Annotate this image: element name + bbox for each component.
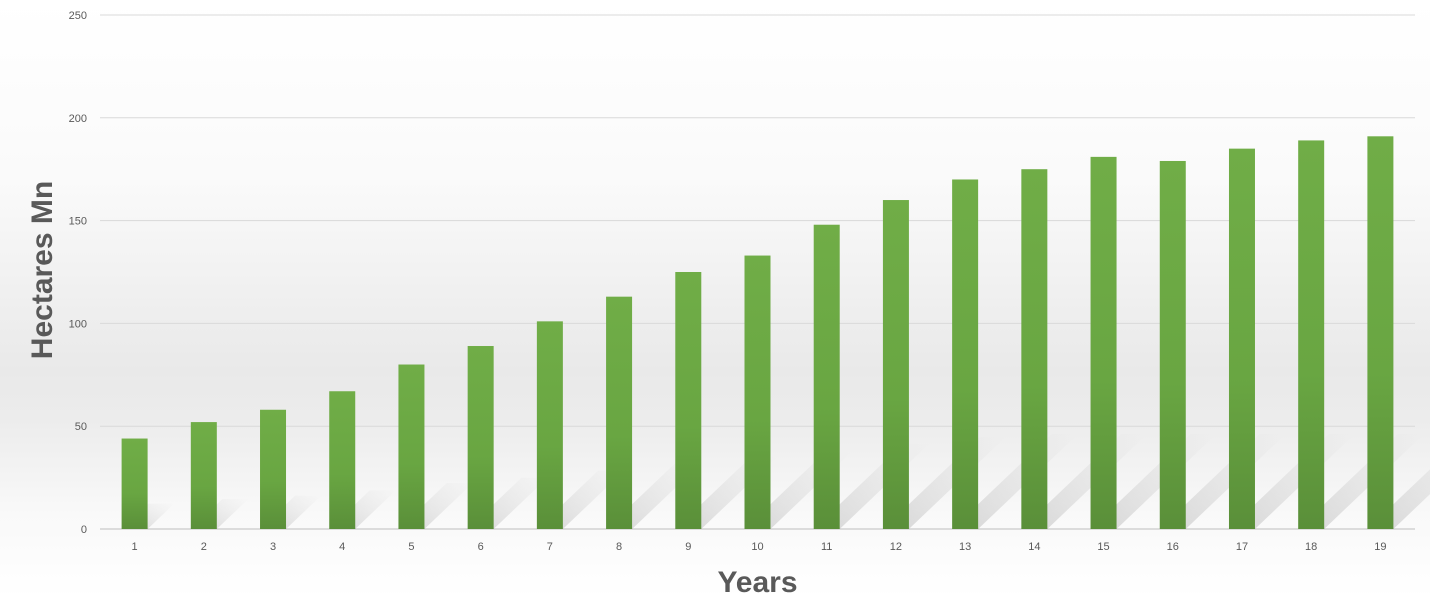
x-tick-label: 5 [408,541,414,553]
x-tick-label: 12 [890,541,902,553]
x-axis-title: Years [717,566,797,598]
x-tick-label: 16 [1167,541,1179,553]
bar [1159,160,1186,529]
bar [398,364,425,529]
x-tick-label: 1 [132,541,138,553]
bar [329,391,356,529]
x-tick-label: 10 [751,541,763,553]
y-axis-title: Hectares Mn [26,181,59,359]
y-tick-label: 200 [69,113,87,125]
x-tick-label: 6 [478,541,484,553]
x-tick-label: 17 [1236,541,1248,553]
x-tick-label: 13 [959,541,971,553]
y-tick-labels: 0 50 100 150 200 250 [69,10,87,536]
bar [1228,148,1255,529]
bar [467,346,494,529]
y-tick-label: 50 [75,421,87,433]
y-tick-label: 0 [81,524,87,536]
x-tick-label: 9 [685,541,691,553]
x-tick-label: 8 [616,541,622,553]
bar [675,272,702,529]
bar [536,321,563,529]
x-tick-labels: 1 2 3 4 5 6 7 8 9 10 11 12 13 14 15 16 17 18 19 [132,541,1387,553]
x-tick-label: 7 [547,541,553,553]
x-tick-label: 18 [1305,541,1317,553]
bar [744,255,771,529]
bar [1090,156,1117,529]
x-tick-label: 15 [1097,541,1109,553]
bar [1021,169,1048,529]
bar [606,296,633,529]
bars [121,136,1394,530]
y-tick-label: 100 [69,318,87,330]
bar [1367,136,1394,529]
bar [260,409,287,529]
y-tick-label: 150 [69,216,87,228]
bar [1298,140,1325,529]
x-tick-label: 19 [1374,541,1386,553]
x-tick-label: 4 [339,541,345,553]
y-tick-label: 250 [69,10,87,22]
bar [813,224,840,529]
bar [190,422,217,529]
x-tick-label: 14 [1028,541,1040,553]
bar [882,200,909,530]
x-tick-label: 11 [821,541,832,553]
x-tick-label: 2 [201,541,207,553]
bar [121,438,148,529]
bar [952,179,979,530]
x-tick-label: 3 [270,541,276,553]
